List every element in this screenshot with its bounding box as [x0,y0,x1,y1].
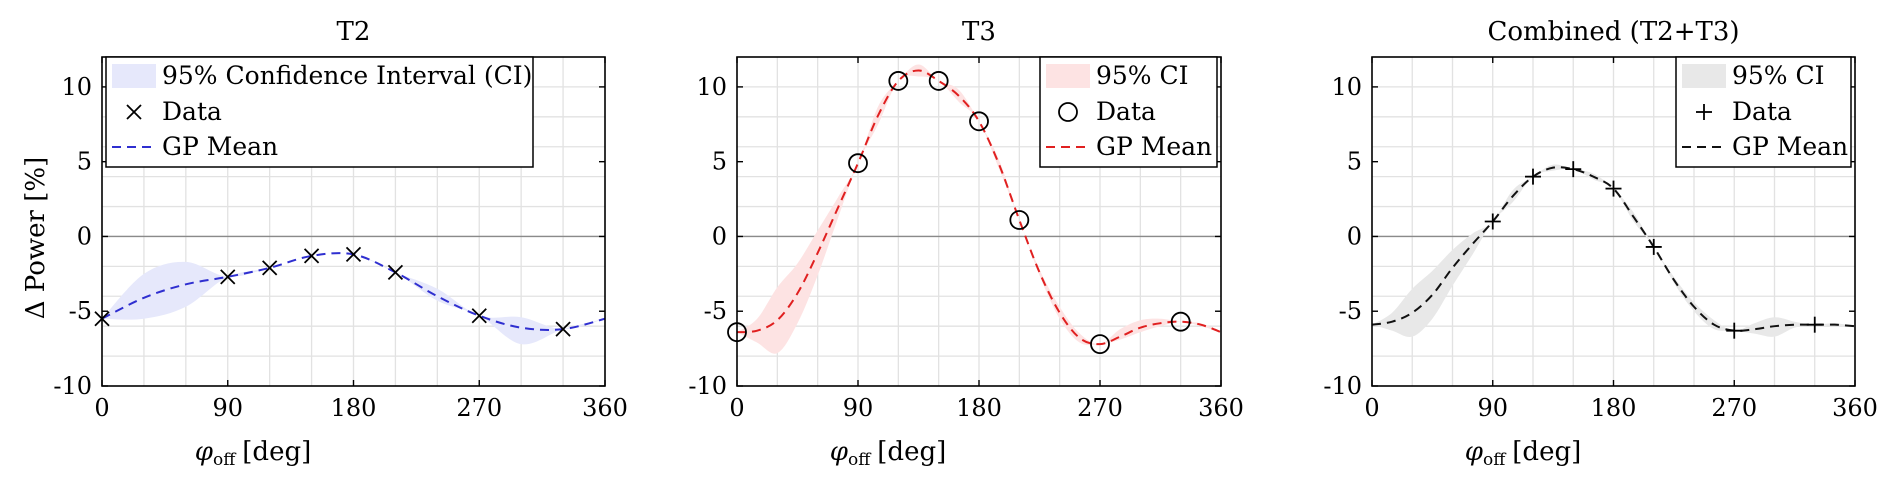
x-tick-label: 0 [729,394,744,422]
y-tick-label: 5 [1347,148,1362,176]
confidence-band [1372,164,1855,338]
x-axis-label-sub: off [1483,450,1507,470]
data-point [262,260,278,276]
svg-text:φoff[deg]: φoff [deg] [1465,437,1582,470]
x-tick-label: 0 [1364,394,1379,422]
y-tick-label: 10 [696,73,727,101]
x-tick-label: 360 [1832,394,1878,422]
x-axis-label-3: φoff [deg] [1465,437,1582,470]
legend: 95% CI Data GP Mean [1675,56,1852,168]
x-tick-label: 360 [1198,394,1244,422]
panel-t2: 0 90 180 270 360 -10 -5 0 5 10 T2 95% Confidence In… [53,17,628,422]
y-tick-label: 0 [712,222,727,250]
data-point [848,153,868,174]
x-tick-label: 360 [582,394,628,422]
confidence-band [737,64,1221,354]
y-tick-label: 0 [1347,222,1362,250]
legend-data-marker [1696,104,1712,120]
svg-text:φoff[deg]: φoff [deg] [195,437,312,470]
data-point [1726,322,1743,339]
x-tick-label: 180 [956,394,1002,422]
legend-data-marker [1058,102,1078,122]
legend: 95% CI Data GP Mean [1039,56,1218,168]
legend-mean-label: GP Mean [1096,132,1212,161]
data-point [928,71,949,91]
legend-ci-label: 95% Confidence Interval (CI) [162,61,532,90]
y-tick-label: -5 [69,297,92,325]
data-point [1009,210,1030,230]
legend-mean-label: GP Mean [162,132,278,161]
legend-data-marker [126,104,142,120]
legend-data-label: Data [1732,97,1792,126]
legend-ci-swatch [1682,64,1726,88]
data-point [1484,213,1501,230]
legend: 95% Confidence Interval (CI) Data GP Mean [105,56,534,168]
legend-box [105,56,534,168]
x-axis-label-sub: off [213,450,237,470]
y-tick-label: -5 [1339,297,1362,325]
x-axis-label-sub: off [848,450,872,470]
x-tick-label: 270 [1077,394,1123,422]
data-point [1565,161,1582,178]
legend-ci-label: 95% CI [1096,61,1189,90]
y-tick-label: 10 [61,73,92,101]
panel-t3: 0 90 180 270 360 -10 -5 0 5 10 T3 95% CI Data GP Mean [688,17,1244,422]
x-tick-label: 90 [843,394,874,422]
data-point [1170,311,1191,332]
gp-mean-line [1372,166,1855,332]
x-tick-label: 180 [1591,394,1637,422]
data-point [345,246,362,263]
data-point [471,308,487,324]
x-tick-label: 180 [331,394,377,422]
x-tick-label: 270 [1711,394,1757,422]
x-axis-label-unit: [deg] [242,437,311,467]
legend-mean-label: GP Mean [1732,132,1848,161]
panel-combined: 0 90 180 270 360 -10 -5 0 5 10 Combined (T2+T3) 95%… [1323,17,1878,422]
y-tick-label: -10 [1323,372,1362,400]
y-tick-label: 5 [77,148,92,176]
data-point [1090,334,1110,355]
chart-title: T3 [962,17,996,47]
data-point [1605,180,1622,197]
y-tick-label: 0 [77,222,92,250]
y-tick-label: 5 [712,148,727,176]
data-point [555,321,571,337]
chart-title: Combined (T2+T3) [1487,17,1739,47]
x-axis-label-unit: [deg] [877,437,946,467]
gp-mean-line [737,69,1221,346]
data-point [1525,168,1541,185]
x-axis-label-symbol: φ [830,437,849,467]
x-tick-label: 270 [456,394,502,422]
chart-title: T2 [337,17,371,47]
x-tick-label: 0 [94,394,109,422]
x-tick-label: 90 [212,394,243,422]
x-axis-label-1: φoff [deg] [195,437,312,470]
legend-data-label: Data [162,97,222,126]
legend-ci-swatch [1046,64,1090,88]
svg-text:φoff[deg]: φoff [deg] [830,437,947,470]
data-point [888,71,909,91]
x-axis-label-symbol: φ [195,437,214,467]
y-tick-label: -10 [688,372,727,400]
y-axis-label: Δ Power [%] [21,157,51,319]
data-point [303,248,320,264]
y-tick-label: -5 [704,297,727,325]
data-point [220,269,236,285]
y-tick-label: -10 [53,372,92,400]
data-point [1645,238,1662,255]
data-point [387,264,404,280]
x-axis-label-2: φoff [deg] [830,437,947,470]
legend-ci-label: 95% CI [1732,61,1825,90]
x-axis-label-symbol: φ [1465,437,1484,467]
x-tick-label: 90 [1477,394,1508,422]
data-point [1806,316,1823,333]
legend-data-label: Data [1096,97,1156,126]
data-point [969,111,989,132]
legend-ci-swatch [112,64,156,88]
x-axis-label-unit: [deg] [1512,437,1581,467]
y-tick-label: 10 [1331,73,1362,101]
